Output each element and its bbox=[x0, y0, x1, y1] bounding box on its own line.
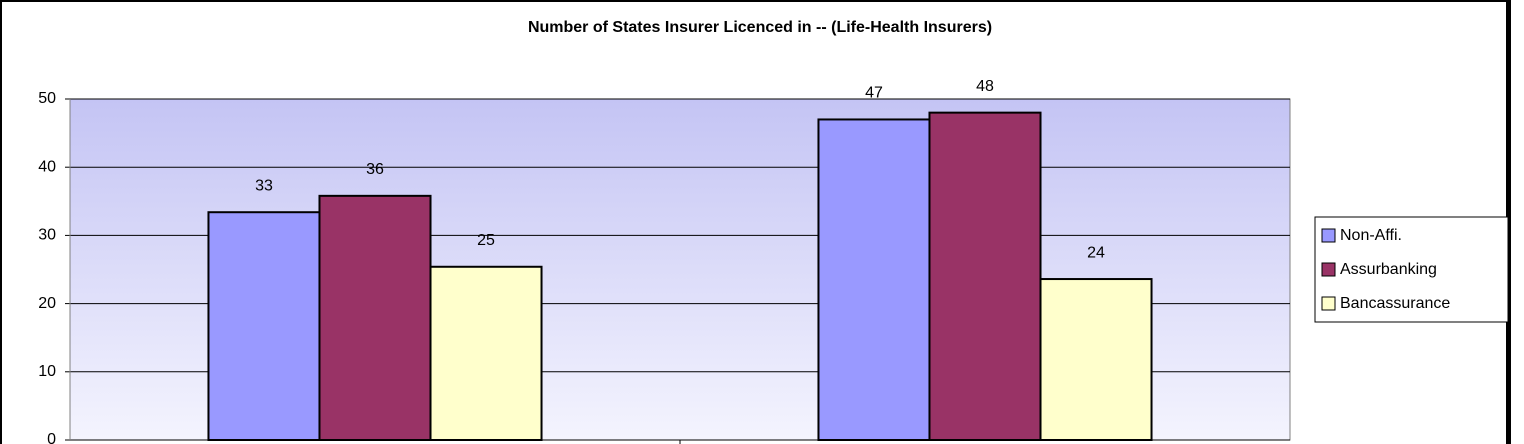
y-tick-label: 40 bbox=[38, 158, 56, 175]
value-label: 48 bbox=[976, 78, 994, 95]
value-label: 47 bbox=[865, 85, 883, 102]
legend-swatch bbox=[1321, 262, 1336, 277]
legend-box bbox=[1314, 216, 1509, 323]
y-tick-label: 30 bbox=[38, 227, 56, 244]
legend bbox=[1314, 216, 1509, 323]
bar bbox=[817, 118, 931, 442]
legend-label: Bancassurance bbox=[1340, 295, 1450, 312]
bar bbox=[1039, 278, 1153, 441]
y-tick-label: 0 bbox=[47, 431, 56, 444]
legend-swatch bbox=[1321, 228, 1336, 243]
bar bbox=[318, 194, 432, 441]
value-label: 24 bbox=[1087, 244, 1105, 261]
legend-label: Assurbanking bbox=[1340, 261, 1437, 278]
legend-swatch bbox=[1321, 296, 1336, 311]
value-label: 36 bbox=[366, 161, 384, 178]
value-label: 33 bbox=[255, 177, 273, 194]
bar bbox=[928, 111, 1042, 441]
legend-label: Non-Affi. bbox=[1340, 227, 1402, 244]
bar bbox=[429, 265, 543, 441]
chart-title: Number of States Insurer Licenced in -- … bbox=[528, 19, 992, 36]
y-tick-label: 20 bbox=[38, 295, 56, 312]
bar bbox=[207, 211, 321, 441]
y-tick-label: 50 bbox=[38, 90, 56, 107]
value-label: 25 bbox=[477, 232, 495, 249]
y-tick-label: 10 bbox=[38, 363, 56, 380]
